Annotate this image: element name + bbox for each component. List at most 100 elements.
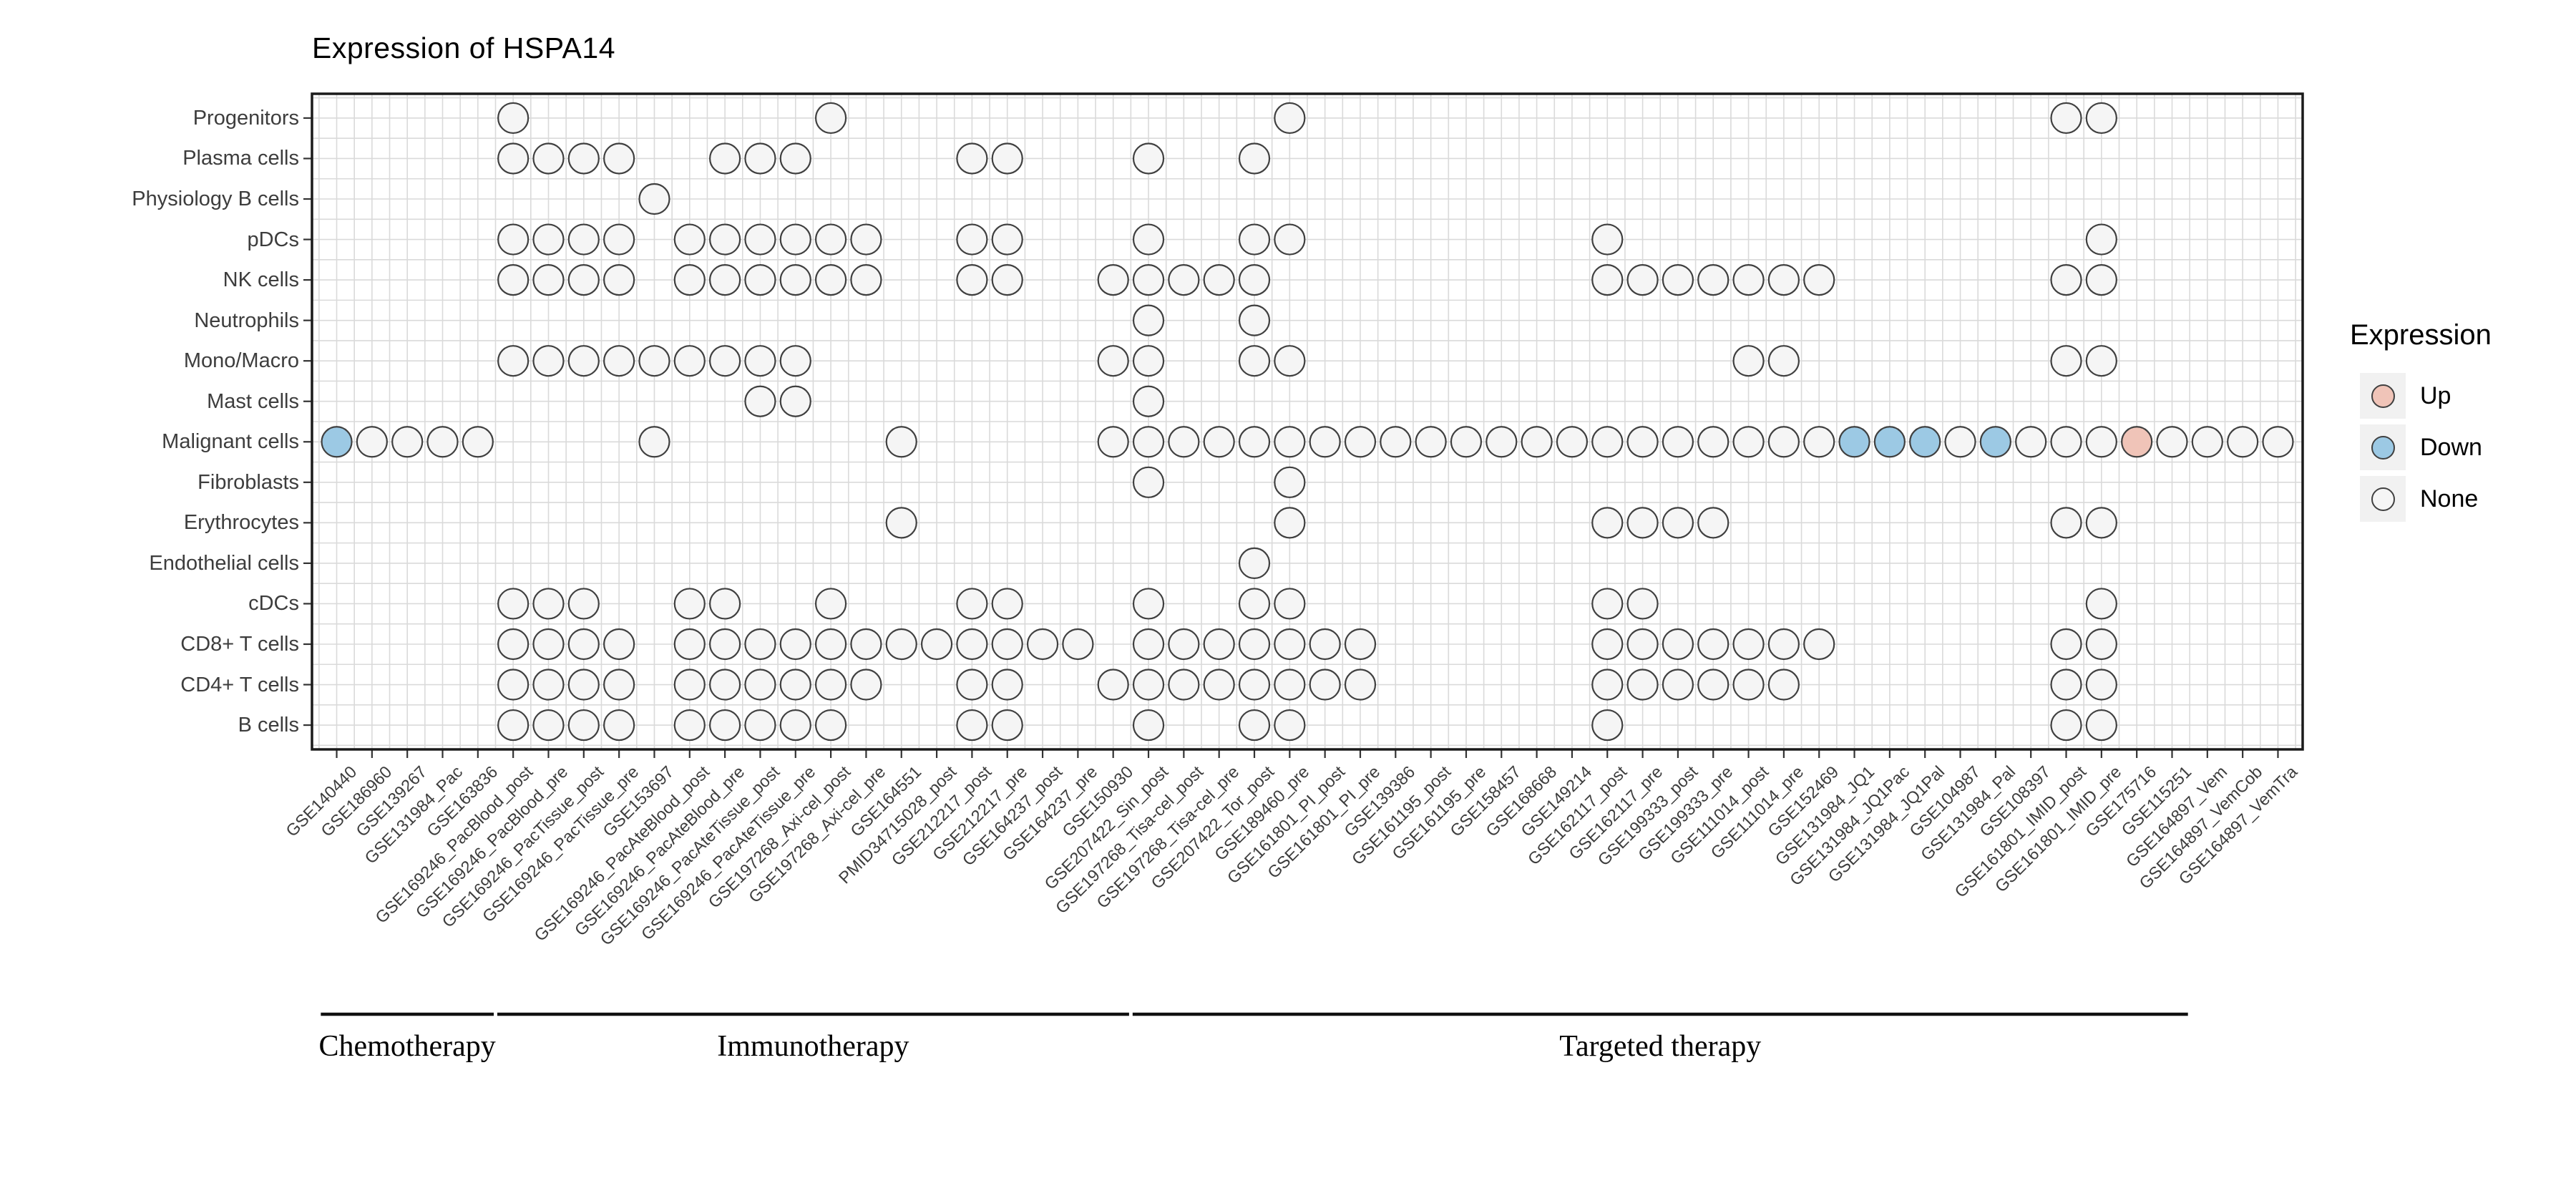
expression-dot-none xyxy=(532,628,565,661)
expression-dot-none xyxy=(673,263,706,296)
expression-dot-none xyxy=(1591,426,1624,458)
expression-dot-none xyxy=(1697,628,1729,661)
expression-dot-none xyxy=(1203,263,1235,296)
expression-dot-none xyxy=(814,588,847,620)
expression-dot-none xyxy=(1132,263,1165,296)
legend-label-none: None xyxy=(2420,485,2479,512)
expression-dot-none xyxy=(1591,223,1624,256)
expression-dot-none xyxy=(1803,628,1835,661)
expression-dot-none xyxy=(1767,345,1800,377)
expression-dot-none xyxy=(532,588,565,620)
expression-dot-down xyxy=(321,426,353,458)
expression-dot-none xyxy=(1132,466,1165,498)
expression-dot-none xyxy=(920,628,953,661)
expression-dot-none xyxy=(1626,507,1659,539)
expression-dot-none xyxy=(603,263,635,296)
expression-dot-none xyxy=(567,588,600,620)
expression-dot-none xyxy=(956,223,988,256)
expression-dot-none xyxy=(1062,628,1094,661)
expression-dot-none xyxy=(1697,669,1729,701)
expression-dot-none xyxy=(1626,669,1659,701)
expression-dot-none xyxy=(2085,102,2117,135)
expression-dot-none xyxy=(1274,709,1306,742)
expression-dot-none xyxy=(2085,263,2117,296)
expression-dot-none xyxy=(1238,223,1271,256)
expression-dot-none xyxy=(1132,304,1165,336)
expression-dot-none xyxy=(1097,345,1129,377)
none-dot-icon xyxy=(2371,487,2395,511)
expression-dot-none xyxy=(1132,669,1165,701)
expression-dot-none xyxy=(1732,628,1765,661)
expression-dot-none xyxy=(1626,426,1659,458)
legend-title: Expression xyxy=(2350,319,2492,351)
expression-dot-none xyxy=(885,628,917,661)
expression-dot-none xyxy=(1344,669,1377,701)
expression-dot-none xyxy=(1591,709,1624,742)
expression-dot-none xyxy=(2050,102,2082,135)
expression-dot-none xyxy=(956,142,988,175)
expression-dot-none xyxy=(1168,669,1200,701)
chart-title: Expression of HSPA14 xyxy=(312,31,616,64)
expression-dot-none xyxy=(1168,426,1200,458)
expression-dot-none xyxy=(1132,345,1165,377)
expression-dot-none xyxy=(2050,669,2082,701)
expression-dot-none xyxy=(1556,426,1589,458)
expression-dot-none xyxy=(991,628,1023,661)
expression-dot-none xyxy=(497,345,530,377)
expression-dot-none xyxy=(1944,426,1976,458)
expression-dot-none xyxy=(1132,385,1165,417)
expression-dot-none xyxy=(2156,426,2188,458)
expression-dot-none xyxy=(1132,426,1165,458)
expression-dot-none xyxy=(814,709,847,742)
expression-dot-none xyxy=(1662,507,1694,539)
expression-dot-none xyxy=(1238,709,1271,742)
expression-dot-none xyxy=(779,385,811,417)
expression-dot-none xyxy=(497,263,530,296)
expression-dot-none xyxy=(2050,628,2082,661)
y-axis-label: Mast cells xyxy=(207,389,299,413)
expression-dot-none xyxy=(956,628,988,661)
y-axis-label: Fibroblasts xyxy=(197,470,299,494)
expression-dot-down xyxy=(1979,426,2011,458)
expression-dot-none xyxy=(1662,263,1694,296)
expression-dot-none xyxy=(814,669,847,701)
expression-dot-none xyxy=(1591,628,1624,661)
expression-dot-none xyxy=(1803,263,1835,296)
expression-dot-none xyxy=(1521,426,1553,458)
expression-dot-none xyxy=(567,628,600,661)
expression-dot-none xyxy=(426,426,459,458)
legend-item-up: Up xyxy=(2350,373,2492,419)
expression-dot-none xyxy=(779,142,811,175)
expression-dot-down xyxy=(1873,426,1906,458)
expression-dot-none xyxy=(497,588,530,620)
legend: Expression Up Down None xyxy=(2350,319,2492,528)
expression-dot-none xyxy=(1626,588,1659,620)
expression-dot-none xyxy=(532,223,565,256)
expression-dot-none xyxy=(673,345,706,377)
expression-dot-none xyxy=(603,142,635,175)
expression-dot-none xyxy=(532,345,565,377)
expression-dot-none xyxy=(744,709,776,742)
y-axis-label: Progenitors xyxy=(192,106,299,130)
expression-dot-none xyxy=(497,142,530,175)
y-axis-label: CD4+ T cells xyxy=(180,673,299,696)
expression-dot-none xyxy=(1380,426,1412,458)
expression-dot-none xyxy=(2085,628,2117,661)
y-axis-label: Malignant cells xyxy=(162,430,299,454)
expression-dot-none xyxy=(744,142,776,175)
expression-dot-none xyxy=(991,142,1023,175)
expression-dot-none xyxy=(991,223,1023,256)
expression-dot-none xyxy=(850,628,882,661)
expression-dot-none xyxy=(1767,628,1800,661)
expression-dot-none xyxy=(2050,345,2082,377)
expression-dot-none xyxy=(991,709,1023,742)
legend-item-none: None xyxy=(2350,476,2492,522)
expression-dot-none xyxy=(2085,669,2117,701)
expression-dot-none xyxy=(1026,628,1059,661)
expression-dot-none xyxy=(709,669,741,701)
expression-dot-none xyxy=(1238,263,1271,296)
expression-dot-none xyxy=(1662,628,1694,661)
expression-dot-none xyxy=(991,263,1023,296)
legend-key-up xyxy=(2360,373,2406,419)
